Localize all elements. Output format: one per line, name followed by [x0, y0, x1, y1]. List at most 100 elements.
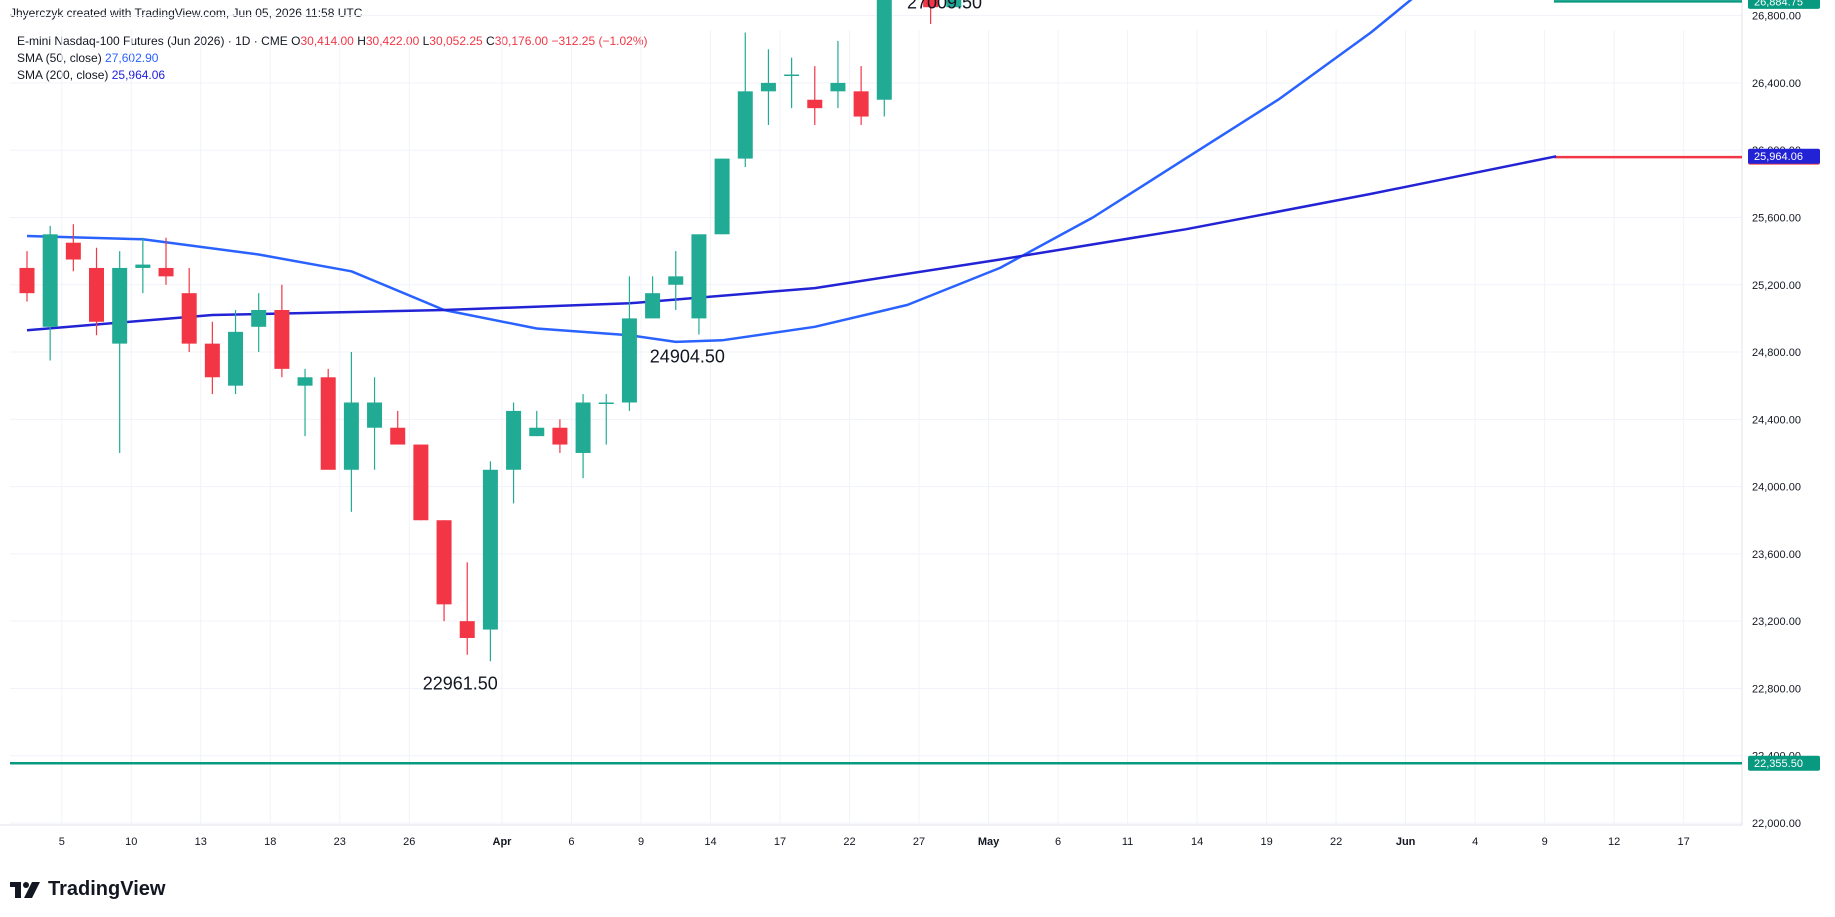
candle-body[interactable] [135, 264, 151, 268]
candle-body[interactable] [830, 82, 846, 92]
x-tick-label: 11 [1122, 836, 1133, 848]
ohlc-close-value: 30,176.00 [494, 34, 549, 48]
x-tick-label: 14 [704, 836, 716, 848]
candle-body[interactable] [436, 520, 452, 605]
candle-body[interactable] [228, 331, 244, 386]
sma200-line[interactable] [26, 155, 1557, 332]
candle-body[interactable] [181, 293, 197, 344]
candle-body[interactable] [320, 377, 336, 470]
price-annotation[interactable]: 22961.50 [423, 673, 498, 693]
x-tick-label: 14 [1191, 836, 1203, 848]
candle-body[interactable] [668, 276, 684, 285]
x-tick-label: 22 [843, 836, 855, 848]
candle-body[interactable] [760, 82, 776, 92]
x-tick-label: 22 [1330, 836, 1342, 848]
y-tick-label: 23,200.00 [1752, 616, 1801, 628]
candle-body[interactable] [89, 267, 105, 322]
ohlc-high-value: 30,422.00 [365, 34, 420, 48]
candle-body[interactable] [621, 318, 637, 403]
x-tick-label: 17 [1678, 836, 1690, 848]
price-annotation[interactable]: 27009.50 [907, 0, 982, 12]
candle-body[interactable] [204, 343, 220, 378]
y-tick-label: 24,800.00 [1752, 347, 1801, 359]
candle-body[interactable] [482, 469, 498, 630]
x-tick-label: 23 [334, 836, 346, 848]
ohlc-close-label: C [486, 34, 495, 48]
x-tick-label: 19 [1260, 836, 1272, 848]
candle-body[interactable] [506, 410, 522, 470]
x-tick-label: 4 [1472, 836, 1478, 848]
price-chart[interactable]: 22,000.0022,400.0022,800.0023,200.0023,6… [0, 0, 1835, 860]
candle-body[interactable] [297, 377, 313, 386]
x-tick-label: 6 [568, 836, 574, 848]
y-tick-label: 25,600.00 [1752, 212, 1801, 224]
x-tick-label: Apr [493, 836, 513, 848]
candle-body[interactable] [529, 427, 545, 437]
level-badge-text: 26,884.75 [1754, 0, 1803, 8]
candle-body[interactable] [413, 444, 429, 521]
candle-body[interactable] [158, 267, 174, 277]
y-tick-label: 22,800.00 [1752, 683, 1801, 695]
candle-body[interactable] [691, 234, 707, 319]
x-tick-label: 17 [774, 836, 786, 848]
candle-body[interactable] [42, 234, 58, 327]
symbol-title[interactable]: E-mini Nasdaq-100 Futures (Jun 2026) · 1… [17, 34, 288, 48]
ohlc-open-value: 30,414.00 [300, 34, 354, 48]
candle-body[interactable] [946, 0, 962, 8]
candle-body[interactable] [853, 91, 869, 117]
y-tick-label: 23,600.00 [1752, 549, 1801, 561]
y-tick-label: 24,400.00 [1752, 414, 1801, 426]
sma200-legend[interactable]: SMA (200, close) 25,964.06 [17, 68, 165, 82]
candle-body[interactable] [459, 621, 475, 638]
tradingview-brand[interactable]: TradingView [10, 878, 165, 901]
y-tick-label: 25,200.00 [1752, 280, 1801, 292]
sma-badge-text: 25,964.06 [1754, 151, 1803, 163]
candle-body[interactable] [65, 242, 81, 260]
candle-body[interactable] [598, 402, 614, 405]
symbol-legend[interactable]: E-mini Nasdaq-100 Futures (Jun 2026) · 1… [17, 34, 648, 48]
y-tick-label: 24,000.00 [1752, 482, 1801, 494]
sma50-line[interactable] [26, 0, 1556, 344]
candle-body[interactable] [714, 158, 730, 235]
x-tick-label: 13 [195, 836, 207, 848]
candle-body[interactable] [923, 0, 939, 8]
ohlc-high-label: H [357, 34, 366, 48]
ohlc-low-label: L [422, 34, 430, 48]
sma200-label: SMA (200, close) [17, 68, 109, 82]
candle-body[interactable] [112, 267, 128, 344]
level-badge [1748, 755, 1820, 771]
candle-body[interactable] [575, 402, 591, 453]
candle-body[interactable] [251, 309, 267, 327]
x-tick-label: 27 [913, 836, 925, 848]
x-tick-label: 18 [264, 836, 276, 848]
candle-body[interactable] [645, 293, 661, 319]
y-tick-label: 26,800.00 [1752, 11, 1801, 23]
candle-body[interactable] [367, 402, 383, 428]
x-tick-label: Jun [1396, 836, 1416, 848]
candle-body[interactable] [737, 91, 753, 159]
candle-body[interactable] [784, 74, 800, 77]
x-tick-label: 6 [1055, 836, 1061, 848]
ohlc-low-value: 30,052.25 [429, 34, 483, 48]
y-tick-label: 26,400.00 [1752, 78, 1801, 90]
candle-body[interactable] [807, 99, 823, 109]
candle-body[interactable] [390, 427, 406, 445]
price-annotation[interactable]: 24904.50 [650, 346, 725, 366]
chart-credit: Jhyerczyk created with TradingView.com, … [10, 6, 363, 20]
candle-body[interactable] [19, 267, 35, 294]
sma-badge [1748, 148, 1820, 164]
brand-name: TradingView [48, 878, 166, 900]
candle-body[interactable] [343, 402, 359, 470]
y-tick-label: 22,000.00 [1752, 818, 1801, 830]
x-tick-label: 10 [125, 836, 137, 848]
x-tick-label: 5 [59, 836, 65, 848]
level-badge-text: 22,355.50 [1754, 758, 1803, 770]
ohlc-change-value: −312.25 (−1.02%) [551, 34, 648, 48]
candle-body[interactable] [552, 427, 568, 445]
candle-body[interactable] [274, 309, 290, 369]
sma50-label: SMA (50, close) [17, 51, 102, 65]
ohlc-open-label: O [291, 34, 301, 48]
sma200-value: 25,964.06 [111, 68, 166, 82]
x-tick-label: 26 [403, 836, 415, 848]
candle-body[interactable] [876, 0, 892, 100]
